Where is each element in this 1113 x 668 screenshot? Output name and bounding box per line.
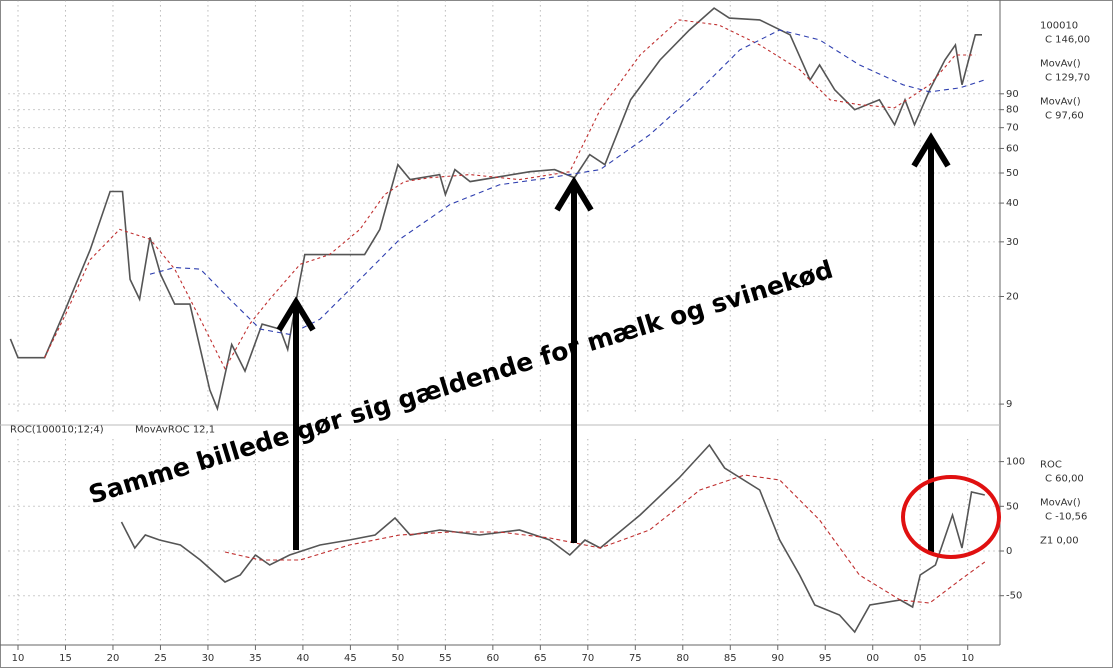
- y-tick-label: 50: [1006, 501, 1019, 512]
- x-tick-label: 90: [771, 653, 784, 664]
- legend-name: 100010: [1040, 20, 1078, 31]
- x-tick-label: 70: [581, 653, 594, 664]
- x-tick-label: 50: [392, 653, 405, 664]
- x-tick-label: 60: [486, 653, 499, 664]
- legend-name: MovAv(): [1040, 58, 1081, 69]
- legend-name: MovAv(): [1040, 497, 1081, 508]
- series-line: [120, 443, 985, 634]
- legend-value: C -10,56: [1045, 511, 1087, 522]
- panel-legend: MovAvROC 12,1: [135, 424, 215, 435]
- x-tick-label: 30: [202, 653, 215, 664]
- legend-name: MovAv(): [1040, 96, 1081, 107]
- legend-value: C 146,00: [1045, 34, 1090, 45]
- y-tick-label: 0: [1006, 546, 1012, 557]
- series-line: [224, 474, 986, 604]
- x-tick-label: 05: [914, 653, 927, 664]
- x-tick-label: 40: [297, 653, 310, 664]
- panel-legend: ROC(100010;12;4): [10, 424, 104, 435]
- x-tick-label: 95: [819, 653, 832, 664]
- x-tick-label: 35: [249, 653, 262, 664]
- x-tick-label: 65: [534, 653, 547, 664]
- x-tick-label: 15: [59, 653, 72, 664]
- series-line: [44, 19, 976, 370]
- highlight-circle: [901, 475, 1001, 559]
- x-tick-label: 45: [344, 653, 357, 664]
- legend-value: C 129,70: [1045, 72, 1090, 83]
- x-tick-label: 85: [724, 653, 737, 664]
- x-tick-label: 25: [154, 653, 167, 664]
- y-tick-label: 9: [1006, 399, 1012, 410]
- y-tick-label: 40: [1006, 198, 1019, 209]
- legend-name: ROC: [1040, 459, 1062, 470]
- x-tick-label: 75: [629, 653, 642, 664]
- y-tick-label: 60: [1006, 143, 1019, 154]
- legend-value: C 60,00: [1045, 473, 1084, 484]
- y-tick-label: 20: [1006, 291, 1019, 302]
- y-tick-label: -50: [1006, 591, 1022, 602]
- y-tick-label: 100: [1006, 457, 1025, 468]
- x-tick-label: 80: [676, 653, 689, 664]
- arrows: [276, 132, 951, 552]
- x-tick-label: 10: [12, 653, 25, 664]
- series-line: [9, 7, 982, 412]
- x-tick-label: 20: [107, 653, 120, 664]
- y-tick-label: 30: [1006, 237, 1019, 248]
- y-tick-label: 90: [1006, 89, 1019, 100]
- x-tick-label: 00: [866, 653, 879, 664]
- y-tick-label: 80: [1006, 105, 1019, 116]
- series-line: [149, 29, 985, 335]
- y-tick-label: 70: [1006, 123, 1019, 134]
- legend-extra: Z1 0,00: [1040, 535, 1079, 546]
- x-tick-label: 55: [439, 653, 452, 664]
- legend-value: C 97,60: [1045, 110, 1084, 121]
- y-tick-label: 50: [1006, 168, 1019, 179]
- x-tick-label: 10: [961, 653, 974, 664]
